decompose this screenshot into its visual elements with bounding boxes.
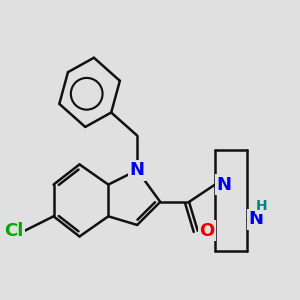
Text: N: N — [130, 161, 145, 179]
Text: Cl: Cl — [4, 222, 23, 240]
Text: N: N — [248, 210, 263, 228]
Text: H: H — [255, 200, 267, 213]
Text: N: N — [216, 176, 231, 194]
Text: O: O — [199, 222, 214, 240]
